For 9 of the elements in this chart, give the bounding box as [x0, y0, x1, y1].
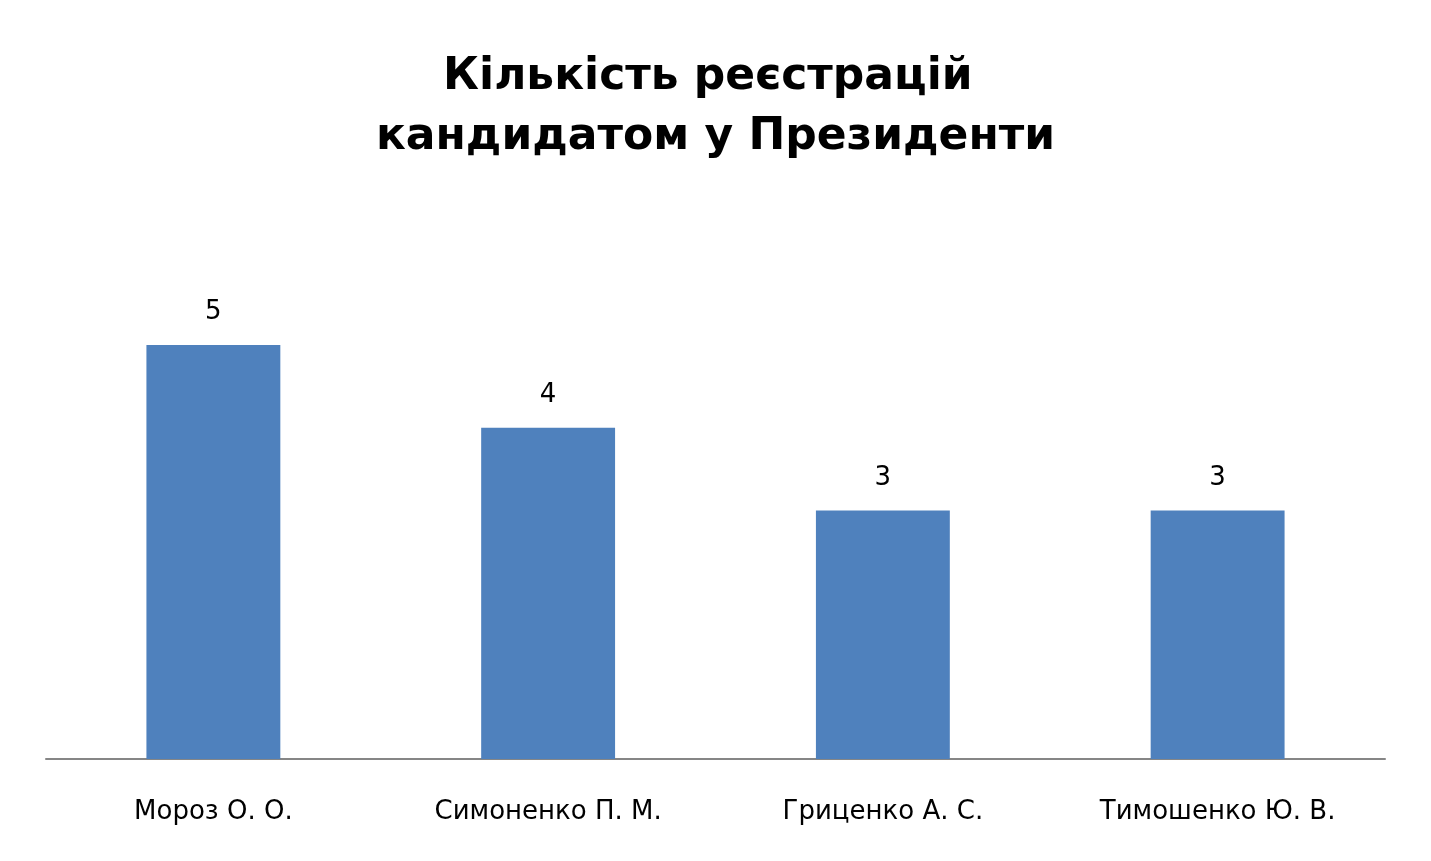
x-tick-label: Тимошенко Ю. В. [1098, 795, 1336, 825]
data-label: 5 [205, 295, 222, 325]
data-label: 3 [1209, 460, 1226, 491]
chart-title: Кількість реєстрацій кандидатом у Президенти [375, 47, 1056, 159]
data-label: 4 [539, 377, 557, 408]
x-tick-label: Мороз О. О. [134, 795, 293, 825]
data-label: 3 [874, 460, 892, 491]
x-tick-label: Симоненко П. М. [434, 795, 662, 825]
x-tick-label: Гриценко А. С. [782, 795, 984, 825]
